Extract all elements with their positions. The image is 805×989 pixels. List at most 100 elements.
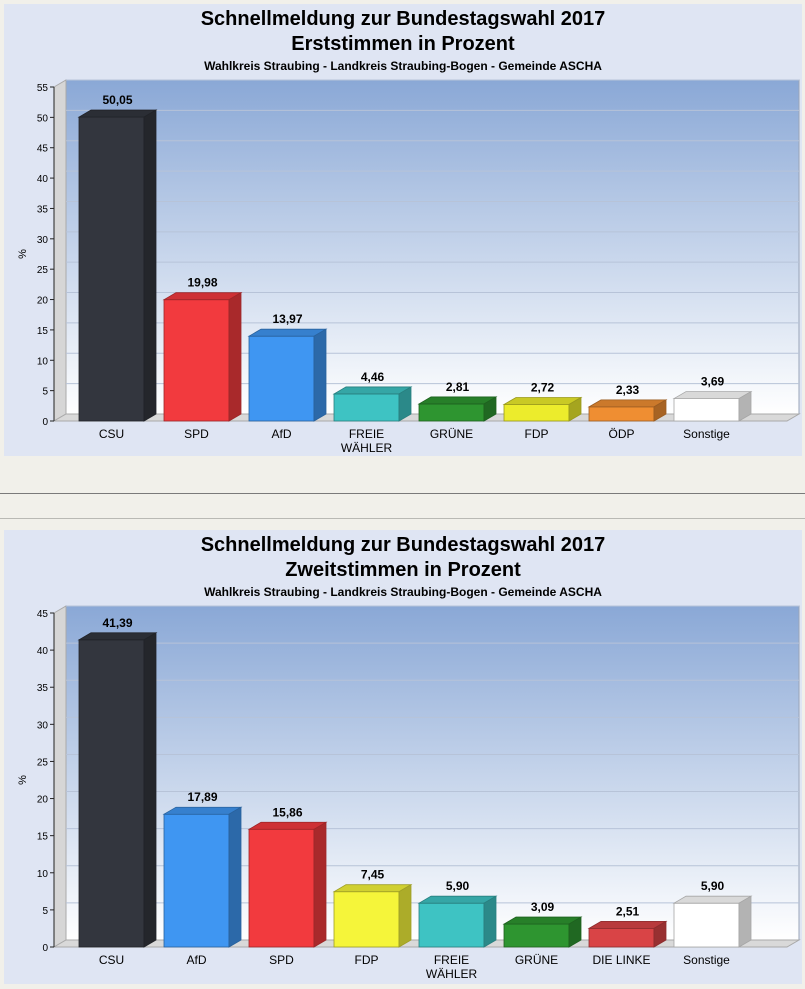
data-label: 41,39 bbox=[102, 616, 132, 630]
bar-side bbox=[398, 884, 412, 948]
bar-chart-erststimmen: 0 5 10 15 20 25 30 35 40 45 50 55% 50,05 CSU 19,98 SPD 1… bbox=[17, 79, 801, 455]
y-tick-label: 50 bbox=[37, 113, 49, 124]
bar-top bbox=[417, 895, 498, 904]
bar bbox=[78, 116, 145, 422]
y-tick-label: 55 bbox=[37, 83, 49, 94]
data-label: 2,72 bbox=[531, 380, 555, 394]
bar-chart-zweitstimmen: 0 5 10 15 20 25 30 35 40 45% 41,39 CSU 17,89 AfD 15,86… bbox=[17, 605, 801, 981]
bar-top bbox=[247, 328, 328, 337]
separator bbox=[0, 493, 805, 494]
bar bbox=[503, 923, 570, 948]
x-tick-label: WÄHLER bbox=[426, 967, 478, 981]
x-tick-label: Sonstige bbox=[683, 427, 730, 441]
chart-caption: Wahlkreis Straubing - Landkreis Straubin… bbox=[204, 585, 602, 599]
bar-top bbox=[332, 884, 413, 893]
bar bbox=[588, 406, 655, 422]
x-tick-label: CSU bbox=[99, 953, 124, 967]
y-tick-label: 20 bbox=[37, 296, 49, 307]
bar bbox=[673, 398, 740, 422]
x-tick-label: FREIE bbox=[349, 427, 384, 441]
bar-side bbox=[483, 396, 497, 422]
x-tick-label: GRÜNE bbox=[515, 953, 558, 967]
bar bbox=[163, 299, 230, 422]
side-wall bbox=[53, 79, 67, 422]
chart-caption: Wahlkreis Straubing - Landkreis Straubin… bbox=[204, 59, 602, 73]
y-tick-label: 40 bbox=[37, 646, 49, 657]
bar bbox=[333, 393, 400, 422]
bar-side bbox=[228, 806, 242, 948]
bar-side bbox=[143, 632, 157, 948]
y-tick-label: 15 bbox=[37, 832, 49, 843]
bar bbox=[248, 828, 315, 948]
y-tick-label: 45 bbox=[37, 609, 49, 620]
chart-subtitle: Erststimmen in Prozent bbox=[291, 33, 515, 55]
bar-top bbox=[247, 821, 328, 830]
bar-top bbox=[77, 632, 158, 641]
data-label: 4,46 bbox=[361, 370, 385, 384]
data-label: 13,97 bbox=[272, 312, 302, 326]
bar-top bbox=[672, 391, 753, 399]
chart-panel-erststimmen: Schnellmeldung zur Bundestagswahl 2017 E… bbox=[4, 4, 802, 456]
bar-top bbox=[417, 396, 498, 405]
bar-side bbox=[738, 895, 752, 948]
x-tick-label: WÄHLER bbox=[341, 441, 393, 455]
y-tick-label: 40 bbox=[37, 174, 49, 185]
bar-side bbox=[313, 821, 327, 948]
y-tick-label: 10 bbox=[37, 869, 49, 880]
x-tick-label: SPD bbox=[269, 953, 294, 967]
bar-side bbox=[313, 328, 327, 422]
y-tick-label: 0 bbox=[42, 943, 48, 954]
x-tick-label: FDP bbox=[525, 427, 549, 441]
bar bbox=[163, 813, 230, 948]
bar-top bbox=[502, 397, 583, 405]
data-label: 5,90 bbox=[701, 879, 725, 893]
x-tick-label: AfD bbox=[186, 953, 206, 967]
x-tick-label: FDP bbox=[355, 953, 379, 967]
bar-side bbox=[228, 291, 242, 422]
data-label: 3,09 bbox=[531, 900, 555, 914]
chart-panel-zweitstimmen: Schnellmeldung zur Bundestagswahl 2017 Z… bbox=[4, 530, 802, 984]
x-tick-label: CSU bbox=[99, 427, 124, 441]
y-axis-label: % bbox=[17, 775, 29, 785]
data-label: 50,05 bbox=[102, 93, 132, 107]
side-wall bbox=[53, 605, 67, 948]
y-tick-label: 25 bbox=[37, 757, 49, 768]
data-label: 3,69 bbox=[701, 375, 725, 389]
y-tick-label: 20 bbox=[37, 795, 49, 806]
y-axis-label: % bbox=[17, 249, 29, 259]
bar-top bbox=[332, 386, 413, 395]
data-label: 2,81 bbox=[446, 380, 470, 394]
bar bbox=[418, 902, 485, 948]
bar bbox=[588, 927, 655, 948]
bar-side bbox=[653, 920, 667, 948]
y-tick-label: 5 bbox=[42, 387, 48, 398]
y-tick-label: 35 bbox=[37, 204, 49, 215]
y-tick-label: 35 bbox=[37, 683, 49, 694]
bar-side bbox=[568, 916, 582, 948]
x-tick-label: GRÜNE bbox=[430, 427, 473, 441]
chart-title: Schnellmeldung zur Bundestagswahl 2017 bbox=[200, 8, 606, 30]
bar-top bbox=[162, 292, 243, 301]
y-tick-label: 0 bbox=[42, 417, 48, 428]
chart-title: Schnellmeldung zur Bundestagswahl 2017 bbox=[200, 534, 606, 556]
y-tick-label: 45 bbox=[37, 144, 49, 155]
bar bbox=[78, 639, 145, 948]
y-tick-label: 25 bbox=[37, 265, 49, 276]
y-tick-label: 30 bbox=[37, 235, 49, 246]
x-tick-label: ÖDP bbox=[608, 427, 634, 441]
bar bbox=[673, 902, 740, 948]
bar-side bbox=[653, 399, 667, 422]
bar bbox=[418, 403, 485, 422]
bar-top bbox=[162, 806, 243, 815]
x-tick-label: AfD bbox=[271, 427, 291, 441]
bar bbox=[503, 404, 570, 422]
bar-side bbox=[568, 396, 582, 422]
data-label: 15,86 bbox=[272, 805, 302, 819]
bar-top bbox=[502, 916, 583, 925]
bar bbox=[333, 891, 400, 948]
data-label: 2,33 bbox=[616, 383, 640, 397]
bar-side bbox=[483, 895, 497, 948]
bar-top bbox=[672, 895, 753, 904]
bar-side bbox=[398, 386, 412, 422]
data-label: 5,90 bbox=[446, 879, 470, 893]
